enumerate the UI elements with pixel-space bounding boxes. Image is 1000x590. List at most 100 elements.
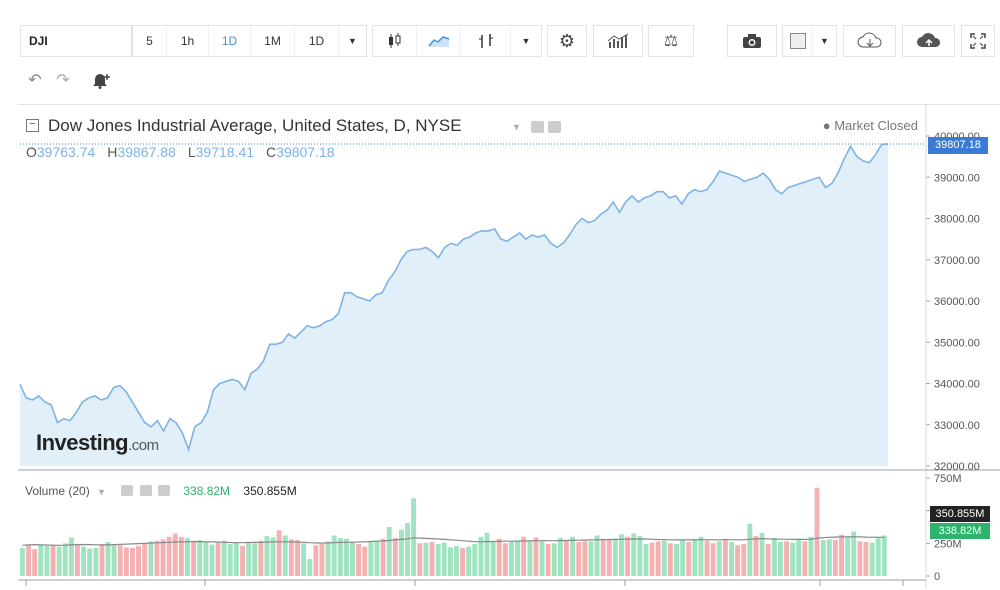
volume-bar [56,546,62,576]
volume-bar [172,533,178,576]
volume-panel-header: Volume (20) ▼ 338.82M 350.855M [25,484,297,498]
interval-custom[interactable]: 1D [295,26,339,56]
logo-suffix: .com [128,437,159,454]
volume-bar [692,538,698,576]
volume-bar [417,543,423,576]
template-button[interactable] [783,26,813,56]
low-label: L [187,144,196,160]
volume-settings-icon[interactable] [139,485,152,496]
volume-bar [111,544,117,576]
title-dropdown-caret-icon[interactable]: ▼ [512,122,521,132]
cloud-download-button[interactable] [844,26,895,56]
indicators-icon [607,33,629,48]
volume-bar [796,538,802,576]
volume-bar [447,547,453,576]
compare-button[interactable]: ⚖ [649,26,693,56]
volume-dropdown-caret-icon[interactable]: ▼ [97,487,106,497]
price-tick-label: 38000.00 [934,214,980,226]
add-alert-button[interactable] [86,66,116,94]
ohlc-legend: O39763.74 H39867.88 L39718.41 C39807.18 [26,144,335,160]
volume-bar [142,543,148,576]
volume-bar [661,540,667,576]
volume-bar [784,541,789,576]
interval-dropdown-button[interactable]: ▼ [339,26,366,56]
indicators-button[interactable] [594,26,642,56]
volume-current-tag: 338.82M [930,523,990,539]
volume-bar [570,536,575,576]
volume-bar [307,559,313,576]
volume-bar [178,536,184,576]
volume-bar [313,545,319,576]
series-settings-icon[interactable] [548,121,561,133]
volume-bar [209,544,215,576]
undo-button[interactable]: ↶ [22,66,48,94]
symbol-input[interactable]: DJI [20,25,132,57]
price-tick-label: 36000.00 [934,296,980,308]
volume-remove-icon[interactable] [158,485,170,496]
volume-bar [820,540,826,576]
cloud-upload-button[interactable] [903,26,954,56]
compare-group: ⚖ [648,25,694,57]
area-chart-button[interactable] [417,26,461,56]
logo-name: Investing [36,430,129,455]
volume-bar [551,543,557,576]
caret-down-icon: ▼ [521,36,531,46]
volume-bar [185,538,190,576]
volume-bar [117,545,123,576]
volume-bar [533,537,539,576]
visibility-toggle-icon[interactable] [531,121,544,133]
volume-bar [612,538,618,576]
volume-bar [331,535,337,576]
interval-1m[interactable]: 1M [251,26,295,56]
volume-bar [674,544,679,576]
redo-button[interactable]: ↷ [50,66,76,94]
volume-bar [289,539,294,576]
snapshot-button[interactable] [728,26,776,56]
interval-5[interactable]: 5 [133,26,167,56]
volume-bar [515,540,520,576]
volume-bar [582,541,588,576]
interval-1d[interactable]: 1D [209,26,251,56]
volume-bar [680,540,686,576]
volume-bar [399,529,404,576]
chart-area[interactable] [18,104,1000,589]
save-group [902,25,955,57]
volume-bar [790,542,796,576]
settings-button[interactable]: ⚙ [548,26,586,56]
volume-bar [753,536,759,576]
fullscreen-button[interactable] [962,26,994,56]
volume-bar [839,534,844,576]
collapse-legend-button[interactable]: − [26,119,39,132]
volume-bar [166,536,172,576]
volume-bar [20,547,25,576]
caret-down-icon: ▼ [348,36,357,46]
volume-visibility-icon[interactable] [121,485,134,496]
price-tick-label: 34000.00 [934,379,980,391]
chart-title: Dow Jones Industrial Average, United Sta… [48,116,462,135]
undo-icon: ↶ [28,72,42,89]
volume-bar [802,541,808,576]
volume-bar [429,542,435,576]
candlestick-button[interactable] [373,26,417,56]
chart-type-dropdown-button[interactable]: ▼ [511,26,541,56]
volume-bar [423,542,429,576]
volume-bar [545,544,551,576]
volume-bar [32,549,38,576]
volume-bar [62,543,68,576]
interval-1h[interactable]: 1h [167,26,209,56]
balance-scale-icon: ⚖ [663,33,679,50]
price-tick-label: 39000.00 [934,172,980,184]
volume-ma-line [22,536,885,546]
volume-bar [105,542,111,576]
volume-bar [826,539,832,576]
square-icon [789,33,806,49]
volume-bar [380,538,386,576]
volume-bar [741,544,747,576]
open-value: 39763.74 [36,144,96,160]
volume-bar [368,542,374,576]
volume-bar [649,542,655,576]
bar-chart-button[interactable] [461,26,511,56]
template-dropdown-button[interactable]: ▼ [813,26,836,56]
volume-bar [655,541,661,576]
